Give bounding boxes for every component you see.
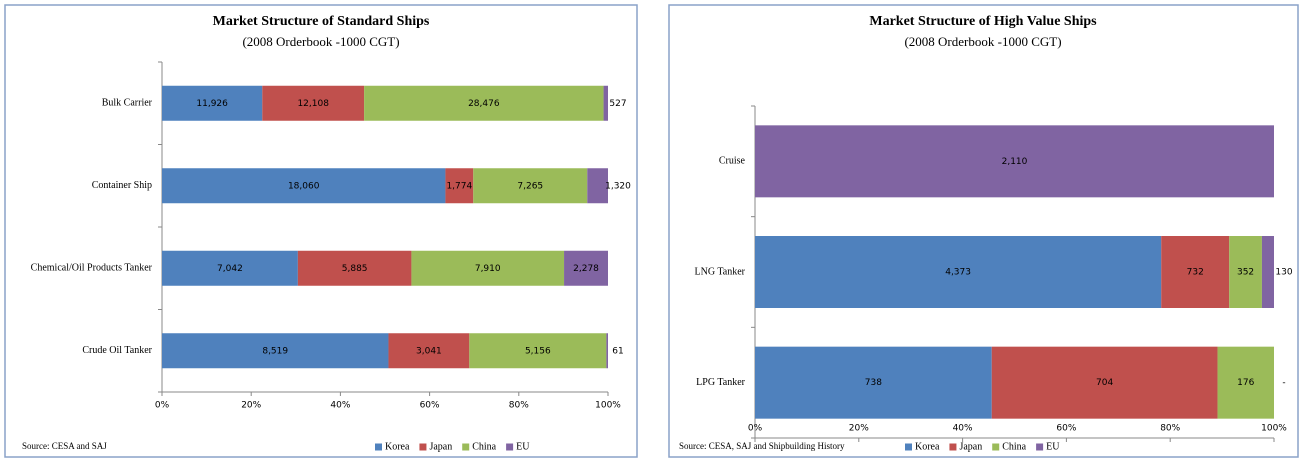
bar-segment: [445, 168, 474, 204]
bar-segment: [755, 236, 1162, 308]
data-label: 1,320: [605, 181, 631, 191]
bar-segment: [364, 85, 604, 121]
data-label: 18,060: [288, 181, 320, 191]
data-label: 5,156: [525, 346, 551, 356]
y-tick-label: Crude Oil Tanker: [82, 345, 152, 356]
legend-label: China: [1002, 441, 1026, 452]
y-tick-label: Container Ship: [92, 180, 152, 191]
bar-segment: [603, 85, 608, 121]
bar-segment: [755, 346, 992, 419]
bar-segment: [411, 250, 565, 286]
bar-segment: [755, 125, 1274, 198]
legend-label: EU: [516, 441, 530, 452]
data-label: 7,265: [517, 181, 543, 191]
y-tick-label: Cruise: [719, 156, 746, 167]
legend-swatch: [1036, 443, 1044, 451]
y-tick-label: LNG Tanker: [695, 266, 746, 277]
y-tick-label: Chemical/Oil Products Tanker: [31, 263, 153, 274]
x-tick-label: 20%: [849, 424, 869, 434]
x-tick-label: 80%: [509, 401, 529, 411]
source-note: Source: CESA, SAJ and Shipbuilding Histo…: [679, 441, 845, 451]
bar-segment: [473, 168, 588, 204]
bar-segment: [1261, 236, 1274, 308]
bar-segment: [587, 168, 608, 204]
bar-segment: [162, 250, 298, 286]
chart-title: Market Structure of Standard Ships: [213, 14, 430, 29]
data-label: 5,885: [342, 264, 368, 274]
bar-segment: [1229, 236, 1262, 308]
data-label: 732: [1187, 268, 1204, 278]
legend-label: EU: [1046, 441, 1060, 452]
data-label: 11,926: [196, 99, 228, 109]
chart-subtitle: (2008 Orderbook -1000 CGT): [242, 34, 399, 49]
legend-swatch: [375, 443, 382, 451]
chart-subtitle: (2008 Orderbook -1000 CGT): [904, 34, 1061, 49]
data-label: 8,519: [262, 346, 288, 356]
data-label: 2,110: [1002, 157, 1028, 167]
x-tick-label: 60%: [1056, 424, 1076, 434]
legend-swatch: [419, 443, 427, 451]
bar-segment: [162, 333, 389, 369]
data-label: 4,373: [945, 268, 971, 278]
chart-title: Market Structure of High Value Ships: [869, 14, 1097, 29]
legend-label: Japan: [429, 441, 452, 452]
bar-segment: [162, 168, 446, 204]
data-label: 3,041: [416, 346, 442, 356]
bar-segment: [1217, 346, 1274, 419]
data-label: 7,910: [475, 264, 501, 274]
x-tick-label: 40%: [953, 424, 973, 434]
y-tick-label: LPG Tanker: [696, 377, 745, 388]
data-label: 28,476: [468, 99, 500, 109]
data-label: 7,042: [217, 264, 243, 274]
bar-segment: [606, 333, 608, 369]
legend-label: Japan: [959, 441, 982, 452]
bar-segment: [262, 85, 365, 121]
data-label: 527: [609, 99, 626, 109]
bar-segment: [388, 333, 470, 369]
x-tick-label: 80%: [1160, 424, 1180, 434]
data-label: 61: [612, 346, 623, 356]
bar-segment: [469, 333, 607, 369]
x-tick-label: 100%: [1261, 424, 1287, 434]
data-label: 738: [865, 378, 882, 388]
data-label: 352: [1237, 268, 1254, 278]
data-label: 176: [1237, 378, 1254, 388]
bar-segment: [162, 85, 263, 121]
data-label: -: [1282, 378, 1285, 388]
bar-segment: [1161, 236, 1230, 308]
legend-swatch: [992, 443, 1000, 451]
legend-label: Korea: [385, 441, 410, 452]
x-tick-label: 0%: [748, 424, 763, 434]
bar-segment: [991, 346, 1218, 419]
bar-segment: [297, 250, 412, 286]
legend-swatch: [949, 443, 957, 451]
data-label: 2,278: [573, 264, 599, 274]
data-label: 12,108: [297, 99, 329, 109]
legend-label: Korea: [915, 441, 940, 452]
x-tick-label: 0%: [155, 401, 170, 411]
panel: [4, 4, 638, 458]
x-tick-label: 40%: [330, 401, 350, 411]
data-label: 1,774: [446, 181, 472, 191]
bar-segment: [564, 250, 608, 286]
x-tick-label: 60%: [420, 401, 440, 411]
source-note: Source: CESA and SAJ: [22, 441, 107, 451]
legend-swatch: [506, 443, 514, 451]
y-tick-label: Bulk Carrier: [102, 98, 153, 109]
legend-swatch: [462, 443, 470, 451]
legend-swatch: [905, 443, 912, 451]
data-label: 704: [1096, 378, 1113, 388]
legend-label: China: [472, 441, 496, 452]
x-tick-label: 20%: [241, 401, 261, 411]
x-tick-label: 100%: [595, 401, 621, 411]
data-label: 130: [1275, 268, 1292, 278]
